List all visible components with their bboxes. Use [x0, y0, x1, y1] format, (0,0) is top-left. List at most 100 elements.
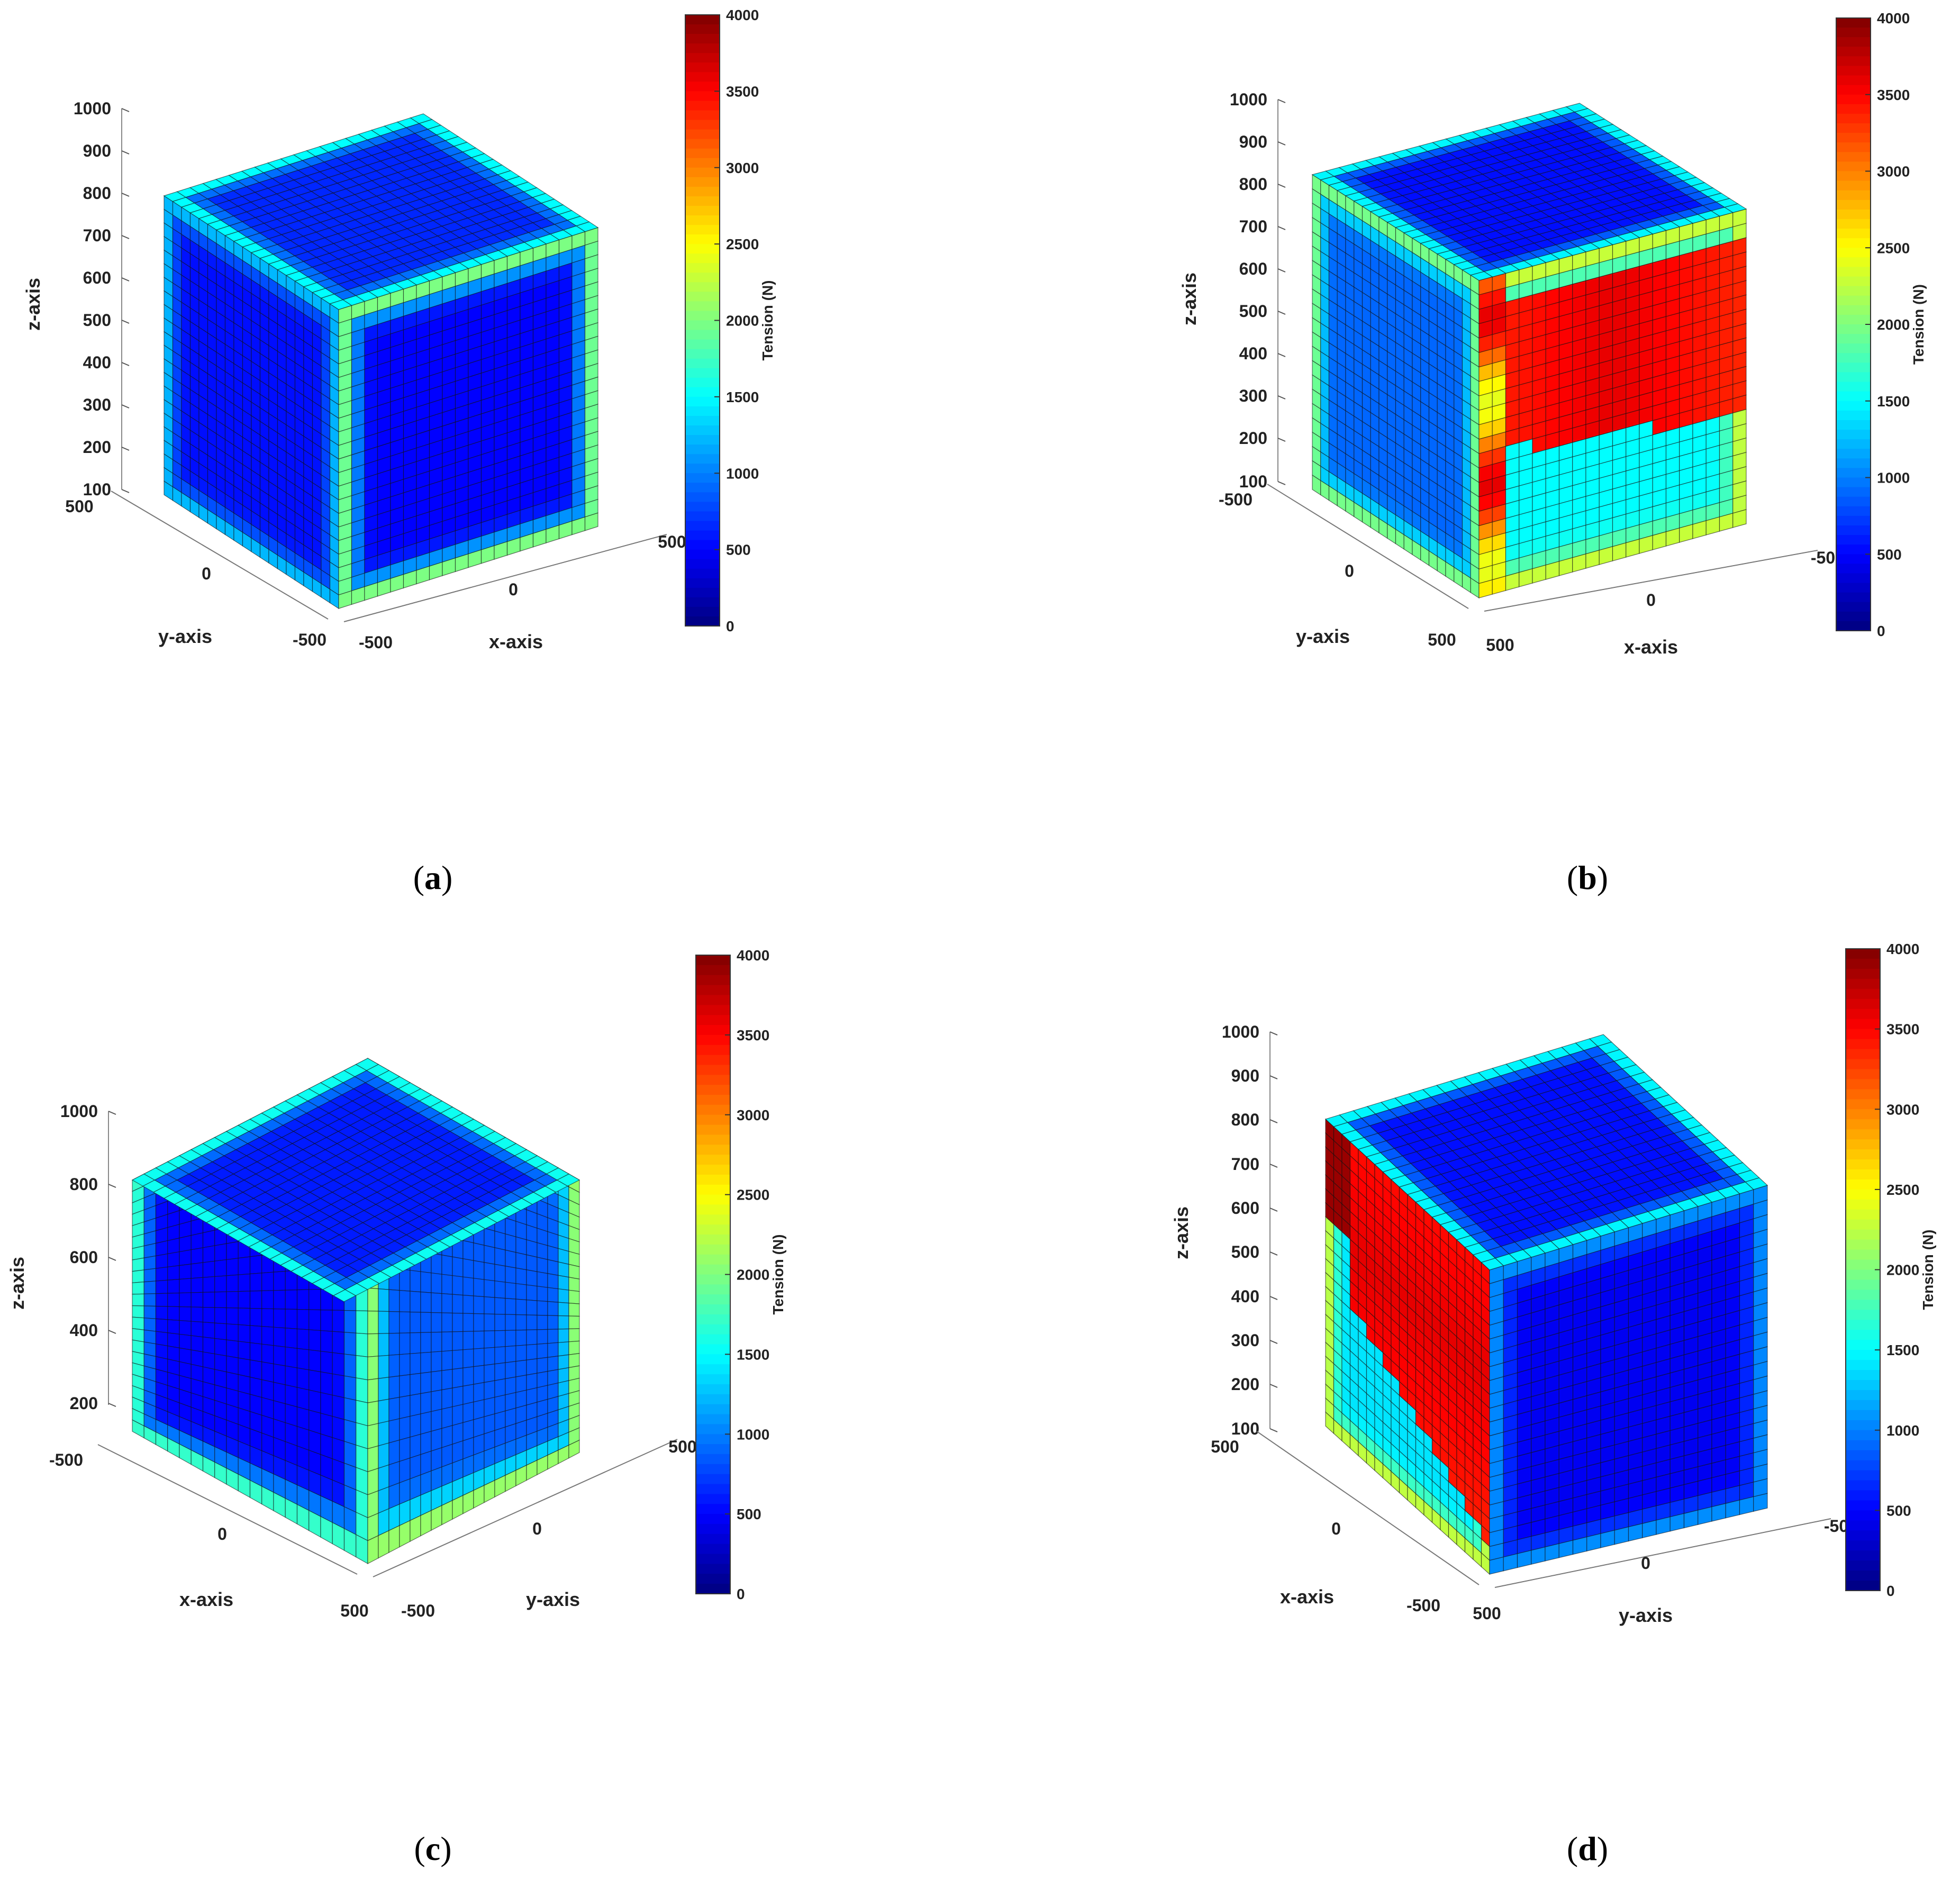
colorbar-step [685, 435, 720, 446]
cell [441, 1406, 453, 1429]
colorbar-step [696, 1085, 730, 1096]
colorbar-step [696, 1165, 730, 1175]
z-tick-mark [108, 1403, 116, 1407]
cell [515, 1236, 527, 1256]
colorbar-step [685, 234, 720, 245]
cell [308, 1409, 321, 1435]
cell [568, 1340, 580, 1355]
cell [526, 1329, 538, 1346]
cell [285, 1384, 298, 1408]
cell [431, 1409, 442, 1432]
cell [431, 1389, 442, 1412]
colorbar-step [696, 1374, 730, 1385]
cell [547, 1273, 559, 1290]
colorbar-step [696, 1384, 730, 1395]
cell [296, 1367, 310, 1391]
colorbar-step [1836, 554, 1871, 565]
cell [420, 1391, 432, 1414]
colorbar-step [696, 1344, 730, 1355]
cell [249, 1325, 262, 1345]
cell [1572, 1536, 1587, 1555]
colorbar-step [685, 358, 720, 369]
cell [155, 1279, 168, 1294]
colorbar-step [696, 1444, 730, 1455]
cell [388, 1439, 400, 1466]
z-tick-mark [1277, 438, 1286, 442]
caption-letter: a [424, 859, 441, 896]
cell [261, 1361, 274, 1383]
colorbar-step [685, 377, 720, 388]
cell [238, 1341, 251, 1360]
cell [285, 1309, 298, 1330]
panel-d: 1000900800700600500400300200100z-axis500… [1170, 941, 1936, 1867]
colorbar-step [1836, 229, 1871, 239]
z-tick-label: 500 [83, 311, 111, 330]
colorbar-step [1836, 123, 1871, 134]
cell [167, 1319, 180, 1335]
colorbar-tick-label: 4000 [1877, 10, 1910, 26]
cell [420, 1411, 432, 1435]
colorbar-step [1836, 209, 1871, 220]
z-tick-label: 1000 [74, 99, 111, 118]
cell [547, 1301, 559, 1317]
cell [484, 1396, 495, 1418]
left-axis-tick: 0 [217, 1524, 227, 1544]
cell [1503, 1553, 1518, 1572]
cell [431, 1351, 442, 1373]
cell [452, 1367, 464, 1388]
cell [484, 1245, 495, 1265]
z-tick-label: 600 [70, 1248, 98, 1267]
cell [431, 1292, 442, 1313]
cell [473, 1295, 485, 1314]
cell [155, 1266, 168, 1282]
colorbar-step [1836, 583, 1871, 593]
colorbar-step [1836, 94, 1871, 105]
cell [515, 1374, 527, 1393]
cell [494, 1378, 506, 1398]
cell [399, 1520, 411, 1548]
cell [155, 1253, 168, 1269]
cell [273, 1363, 286, 1385]
colorbar-step [1836, 180, 1871, 191]
colorbar-step [685, 530, 720, 541]
right-axis-tick: 0 [532, 1519, 542, 1538]
cell [431, 1428, 442, 1452]
colorbar-tick-label: 2500 [1877, 240, 1910, 256]
cell [547, 1342, 559, 1358]
colorbar-step [685, 454, 720, 465]
colorbar-step [696, 1474, 730, 1485]
cell [190, 1277, 204, 1293]
cell [473, 1278, 485, 1297]
z-tick-mark [121, 404, 130, 409]
colorbar-step [696, 1544, 730, 1555]
cell [558, 1275, 569, 1291]
cell [537, 1300, 548, 1316]
cell [356, 1355, 368, 1381]
right-axis-tick: 500 [668, 1437, 696, 1456]
colorbar-step [696, 1574, 730, 1585]
cell [526, 1284, 538, 1301]
cell [537, 1370, 548, 1388]
cell [568, 1264, 580, 1279]
cell [537, 1329, 548, 1345]
caption-letter: b [1578, 859, 1597, 896]
colorbar-step [685, 606, 720, 617]
cell [537, 1314, 548, 1330]
cell [378, 1288, 389, 1312]
cell [226, 1274, 239, 1292]
cell [367, 1423, 379, 1449]
cell [378, 1399, 389, 1424]
cell [356, 1400, 368, 1427]
colorbar-step [1836, 458, 1871, 469]
cell [261, 1379, 274, 1401]
z-tick-label: 500 [1239, 302, 1267, 321]
colorbar-step [1836, 372, 1871, 383]
cell [515, 1345, 527, 1362]
cell [308, 1288, 321, 1311]
cell [1600, 1530, 1615, 1548]
colorbar-step [696, 1025, 730, 1036]
colorbar-step [696, 1414, 730, 1425]
colorbar-step [685, 186, 720, 197]
cell [399, 1311, 411, 1334]
cell [308, 1390, 321, 1414]
